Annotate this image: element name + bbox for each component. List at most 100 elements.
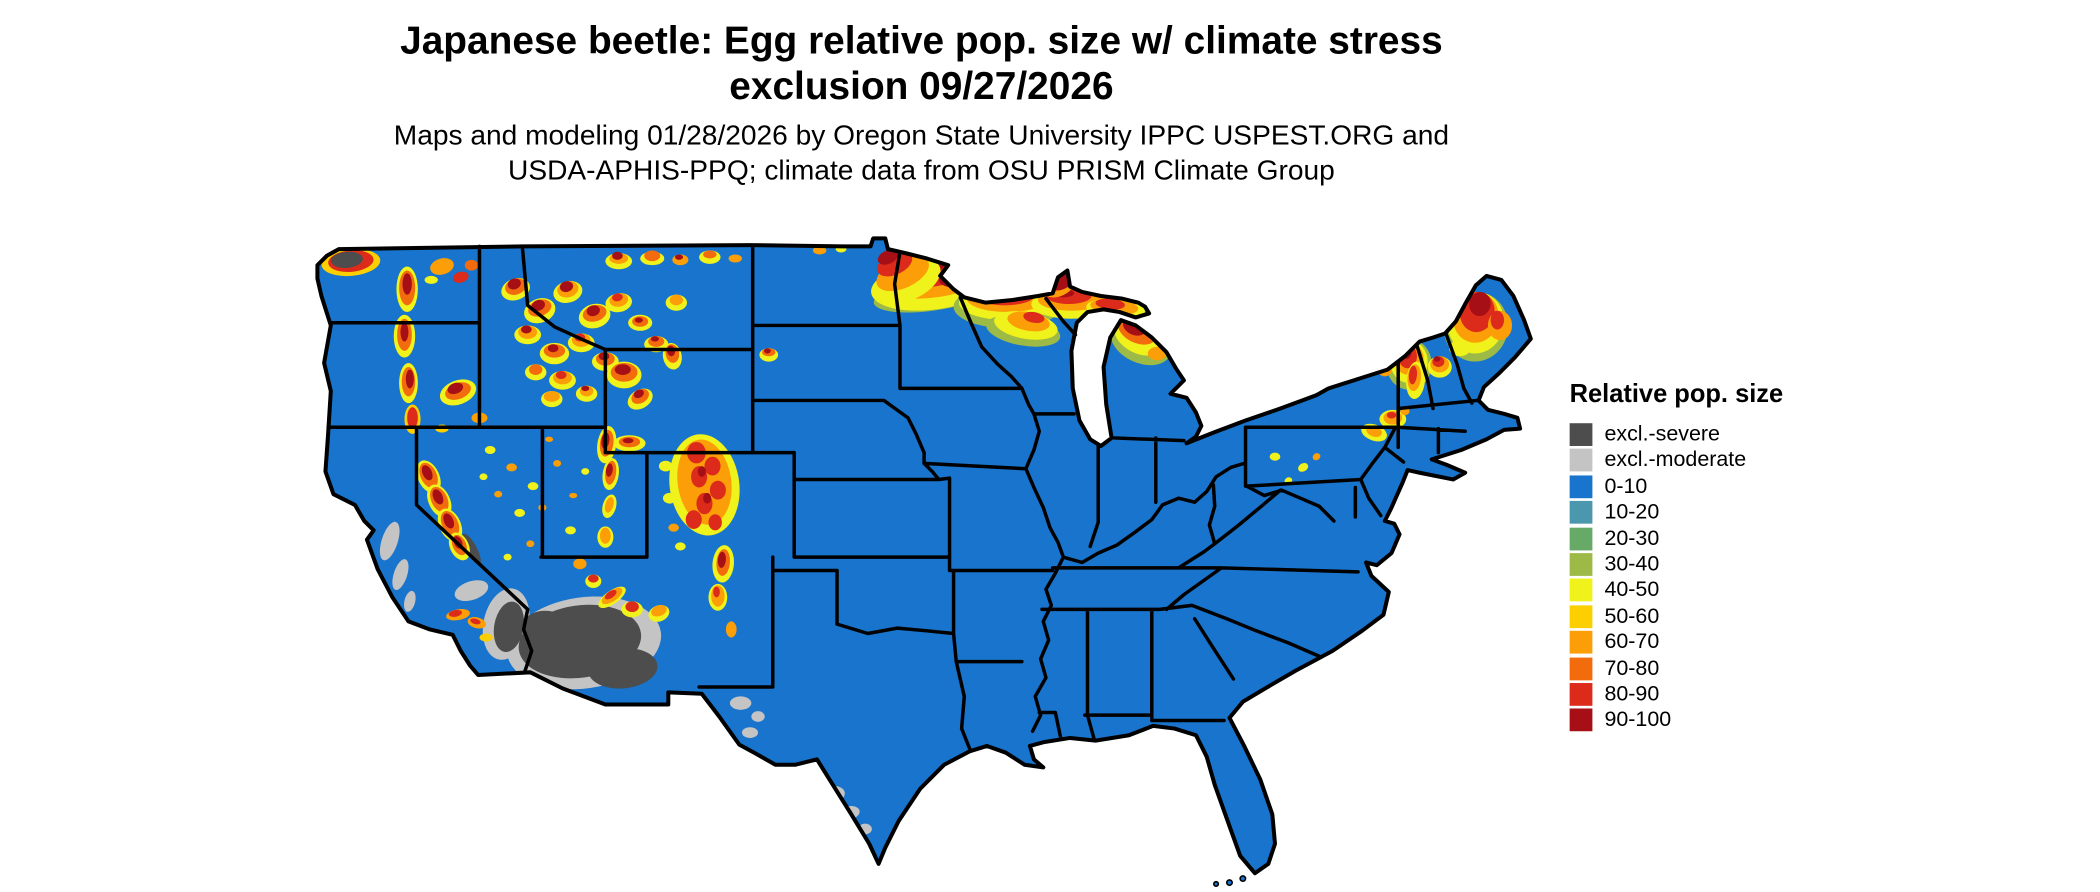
legend-label: 40-50 <box>1604 579 1660 602</box>
legend-label: 90-100 <box>1604 708 1672 732</box>
map-hotspot <box>685 510 702 530</box>
map-hotspot <box>553 460 562 467</box>
map-hotspot <box>658 460 673 472</box>
map-hotspot <box>877 249 899 265</box>
legend-swatch <box>1569 630 1593 654</box>
map-hotspot <box>424 275 438 284</box>
state-borders <box>326 243 1479 751</box>
map-hotspot <box>447 382 464 395</box>
legend-item: 40-50 <box>1569 579 1784 602</box>
map-hotspot <box>605 463 613 477</box>
legend-item: 80-90 <box>1569 682 1784 706</box>
map-hotspot <box>1298 463 1309 472</box>
map-hotspot <box>703 250 717 259</box>
map-hotspot <box>464 259 479 271</box>
map-hotspot <box>569 492 578 499</box>
legend-swatch <box>1569 604 1593 628</box>
map-hotspot <box>470 618 481 625</box>
legend: Relative pop. size excl.-severe excl.-mod… <box>1569 380 1784 734</box>
hotspot-layer <box>321 245 1513 835</box>
map-hotspot <box>1490 310 1505 330</box>
map-hotspot <box>1023 311 1045 324</box>
map-hotspot <box>588 648 658 689</box>
map-hotspot <box>633 389 644 399</box>
map-hotspot <box>527 482 539 491</box>
map-hotspot <box>651 604 667 617</box>
legend-swatch <box>1569 423 1593 446</box>
map-hotspot <box>674 542 686 551</box>
legend-item: 50-60 <box>1569 604 1784 628</box>
map-hotspot <box>379 521 400 561</box>
florida-keys <box>1212 875 1247 888</box>
map-hotspot <box>494 490 503 498</box>
map-hotspot <box>493 601 525 652</box>
map-hotspot <box>1433 356 1441 362</box>
legend-swatch <box>1569 579 1593 602</box>
map-hotspot <box>704 456 721 476</box>
legend-label: 20-30 <box>1604 527 1660 550</box>
map-hotspot <box>404 590 416 612</box>
legend-swatch <box>1569 475 1593 498</box>
map-hotspot <box>741 727 759 738</box>
map-hotspot <box>708 514 722 531</box>
map-hotspot <box>1469 292 1491 317</box>
map-hotspot <box>587 574 599 583</box>
map-hotspot <box>1312 453 1321 461</box>
map-hotspot <box>454 580 489 602</box>
subtitle-line-1: Maps and modeling 01/28/2026 by Oregon S… <box>393 120 1450 152</box>
map-hotspot <box>1408 365 1418 385</box>
map-hotspot <box>728 254 742 263</box>
map-hotspot <box>520 325 532 334</box>
map-hotspot <box>725 621 737 638</box>
map-hotspot <box>1386 411 1397 419</box>
legend-label: excl.-moderate <box>1604 449 1747 472</box>
map-hotspot <box>586 305 600 317</box>
subtitle-line-2: USDA-APHIS-PPQ; climate data from OSU PR… <box>508 155 1335 187</box>
map-hotspot <box>432 489 444 505</box>
legend-swatch <box>1569 553 1593 576</box>
map-hotspot <box>407 407 418 429</box>
map-hotspot <box>559 281 574 293</box>
map-hotspot <box>674 254 684 260</box>
map-hotspot <box>565 526 576 535</box>
map-hotspot <box>668 523 680 532</box>
title-line-1: Japanese beetle: Egg relative pop. size … <box>400 20 1443 63</box>
map-hotspot <box>484 445 496 455</box>
legend-swatch <box>1569 682 1593 706</box>
us-outline <box>315 236 1533 876</box>
map-hotspot <box>604 589 617 600</box>
map-hotspot <box>452 271 469 283</box>
legend-item: 90-100 <box>1569 708 1784 732</box>
map-hotspot <box>402 273 412 295</box>
map-hotspot <box>507 278 521 290</box>
title-line-2: exclusion 09/27/2026 <box>729 65 1114 109</box>
map-hotspot <box>751 711 765 722</box>
map-hotspot <box>604 497 614 513</box>
legend-swatch <box>1569 708 1593 732</box>
legend-item: excl.-severe <box>1569 423 1784 446</box>
map-hotspot <box>506 463 517 472</box>
map-hotspot <box>555 370 567 380</box>
legend-item: 20-30 <box>1569 527 1784 550</box>
legend-label: 30-40 <box>1604 553 1660 576</box>
map-hotspot <box>729 696 752 710</box>
map-hotspot <box>644 250 661 262</box>
legend-label: 80-90 <box>1604 682 1660 706</box>
map-hotspot <box>531 299 545 311</box>
legend-item: excl.-moderate <box>1569 449 1784 472</box>
map-hotspot <box>443 513 455 529</box>
legend-item: 0-10 <box>1569 475 1784 498</box>
map-hotspot <box>581 385 590 392</box>
map-hotspot <box>479 633 493 642</box>
page-title: Japanese beetle: Egg relative pop. size … <box>118 19 1725 110</box>
map-hotspot <box>614 364 631 375</box>
map-hotspot <box>543 391 560 402</box>
map-hotspot <box>503 553 512 561</box>
map-hotspot <box>612 293 623 302</box>
map-hotspot <box>697 466 706 477</box>
florida-key-island <box>1225 879 1233 887</box>
map-hotspot <box>713 586 720 598</box>
legend-label: excl.-severe <box>1604 423 1720 446</box>
map-hotspot <box>764 348 771 354</box>
